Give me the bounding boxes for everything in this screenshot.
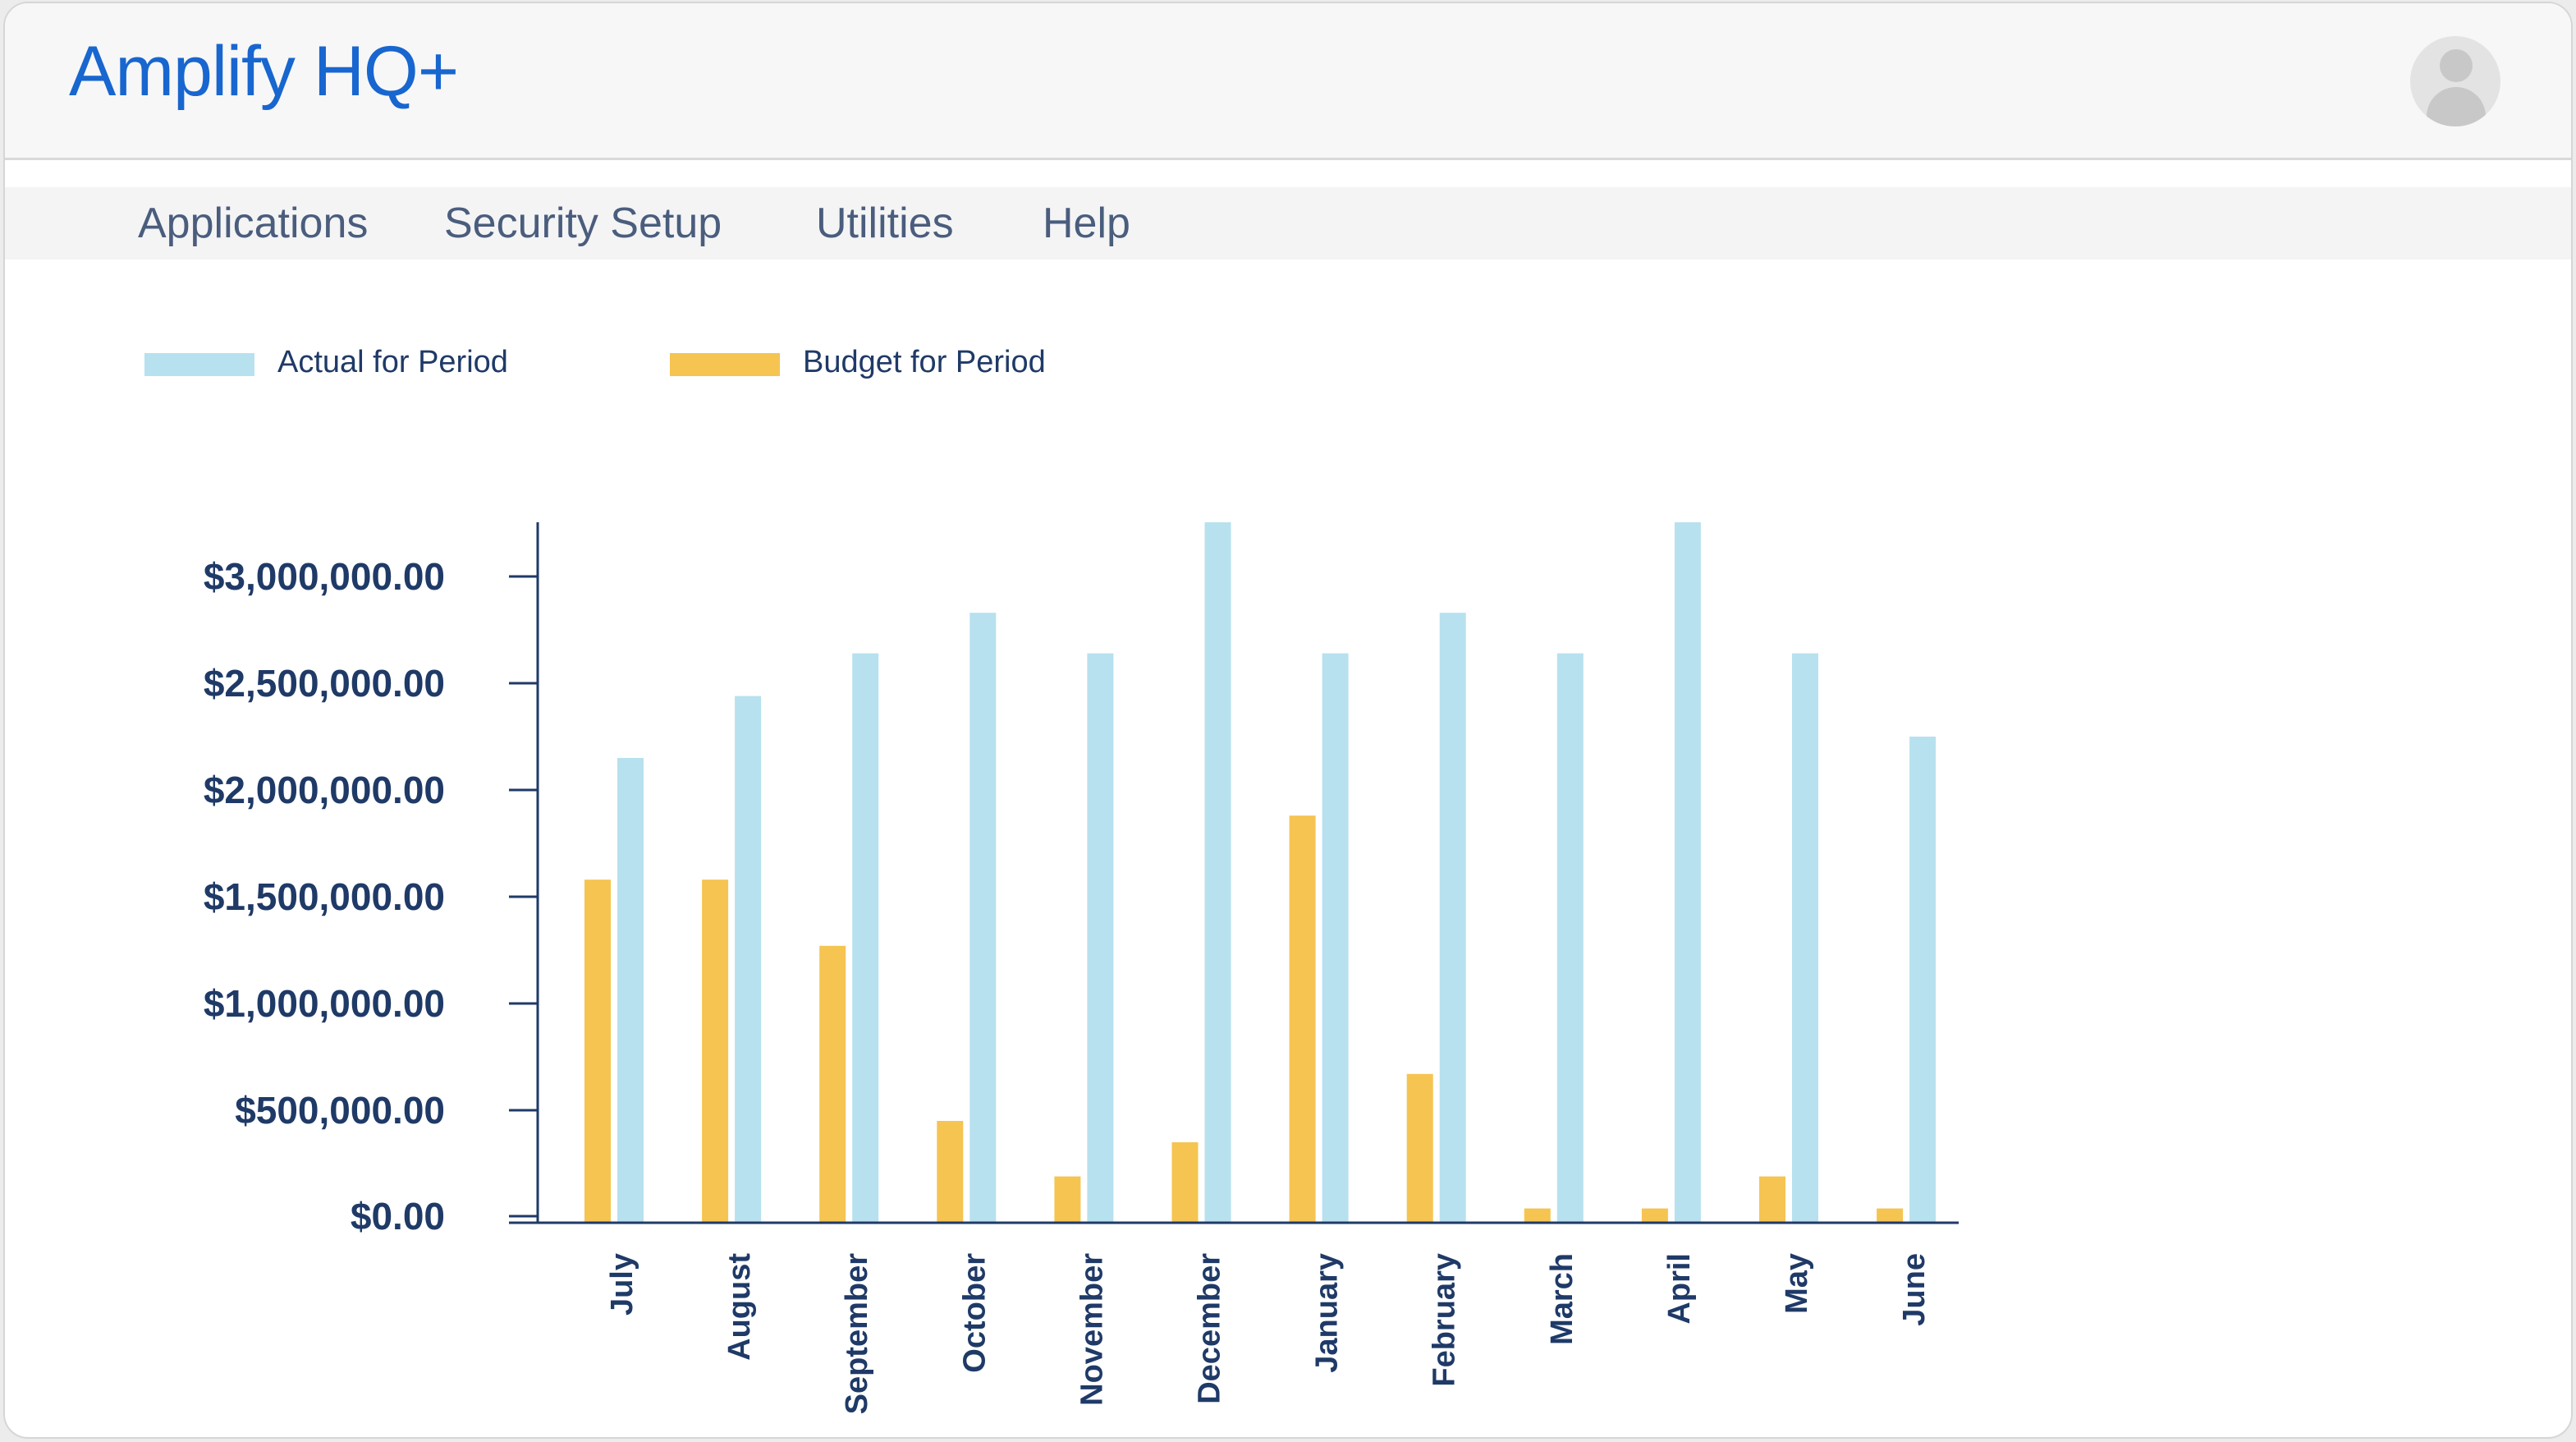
actual-bar [1322, 653, 1349, 1223]
y-tick-label: $0.00 [351, 1195, 445, 1238]
x-tick-label: September [840, 1253, 874, 1415]
x-tick-label: August [722, 1253, 757, 1361]
budget-bar [1171, 1142, 1199, 1223]
y-tick-label: $1,500,000.00 [204, 875, 445, 918]
x-tick-label: January [1310, 1253, 1345, 1373]
menu-item-applications[interactable]: Applications [138, 200, 369, 247]
x-tick-label: March [1545, 1253, 1579, 1345]
x-tick-label: February [1428, 1253, 1462, 1387]
budget-bar [584, 879, 611, 1223]
app-window: Amplify HQ+ Applications Security Setup … [3, 2, 2573, 1439]
y-tick-label: $3,000,000.00 [204, 555, 445, 598]
actual-bar [1909, 737, 1937, 1223]
budget-bar [1759, 1176, 1785, 1223]
x-tick-label: October [957, 1253, 992, 1373]
y-tick-label: $500,000.00 [235, 1089, 445, 1132]
avatar-head [2440, 49, 2473, 82]
actual-bar [1087, 653, 1114, 1223]
y-tick-label: $1,000,000.00 [204, 982, 445, 1025]
actual-bar [1556, 653, 1584, 1223]
actual-bar [1204, 522, 1231, 1223]
budget-bar [1524, 1208, 1551, 1223]
budget-bar [1406, 1073, 1433, 1223]
legend-swatch-budget [670, 353, 780, 376]
menu-item-security-setup[interactable]: Security Setup [444, 200, 722, 247]
menu-item-utilities[interactable]: Utilities [816, 200, 954, 247]
x-tick-label: June [1897, 1253, 1932, 1326]
budget-bar [1641, 1208, 1668, 1223]
actual-bar [617, 758, 644, 1223]
actual-bar [735, 696, 762, 1223]
app-header: Amplify HQ+ [5, 3, 2571, 160]
actual-bar [852, 653, 879, 1223]
y-tick-label: $2,500,000.00 [204, 662, 445, 705]
menu-item-help[interactable]: Help [1043, 200, 1130, 247]
x-tick-label: April [1662, 1253, 1697, 1325]
x-tick-label: November [1075, 1253, 1109, 1406]
actual-bar [969, 613, 997, 1223]
app-title[interactable]: Amplify HQ+ [69, 32, 459, 111]
x-tick-label: December [1193, 1253, 1227, 1404]
x-tick-label: May [1780, 1253, 1814, 1314]
main-menu-bar: Applications Security Setup Utilities He… [5, 187, 2571, 259]
legend-label-budget: Budget for Period [803, 345, 1046, 379]
budget-bar [1289, 815, 1316, 1223]
user-avatar-icon[interactable] [2410, 36, 2500, 126]
y-tick-label: $2,000,000.00 [204, 769, 445, 811]
budget-bar [819, 945, 846, 1223]
budget-actual-bar-chart: July August September October November Decemb… [204, 522, 1959, 1415]
legend-swatch-actual [144, 353, 254, 376]
budget-bar [702, 879, 729, 1223]
x-tick-label: July [605, 1253, 639, 1316]
legend-label-actual: Actual for Period [277, 345, 508, 379]
budget-bar [937, 1121, 964, 1223]
actual-bar [1439, 613, 1466, 1223]
budget-bar [1877, 1208, 1904, 1223]
actual-bar [1792, 653, 1818, 1223]
budget-bar [1054, 1176, 1081, 1223]
actual-bar [1674, 522, 1701, 1223]
